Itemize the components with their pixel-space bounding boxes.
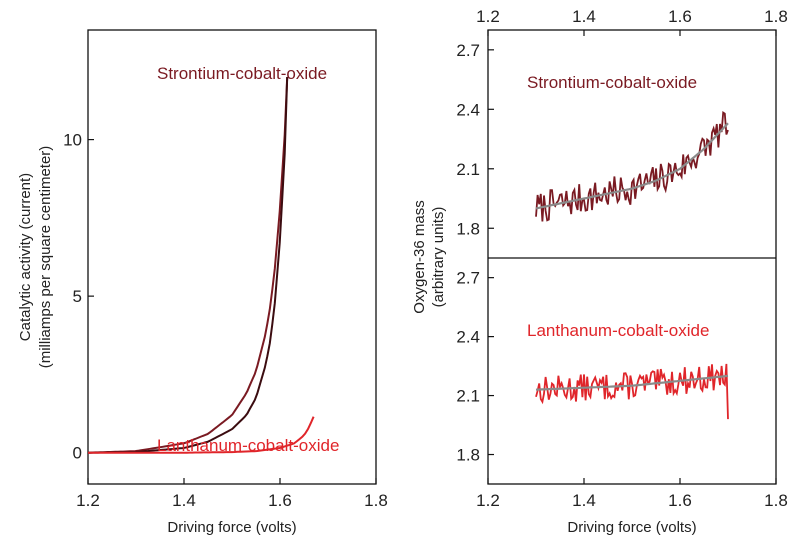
left-x-ticks: 1.2 1.4 1.6 1.8 <box>76 478 388 510</box>
right-top-x-tick-label: 1.6 <box>668 7 692 26</box>
strontium-oxygen-trace <box>535 111 729 222</box>
left-series <box>87 76 315 454</box>
right-top-x-tick-label: 1.2 <box>476 7 500 26</box>
right-chart: 1.2 1.4 1.6 1.8 1.2 1.4 1.6 1.8 1.8 2.1 2.4 2.7 1… <box>411 7 788 536</box>
lanthanum-annotation-left: Lanthanum-cobalt-oxide <box>157 436 339 455</box>
left-x-tick-label: 1.8 <box>364 491 388 510</box>
right-y-tick-label: 2.1 <box>456 160 480 179</box>
lanthanum-curve <box>88 416 315 454</box>
left-plot-frame <box>87 29 377 485</box>
left-y-axis-label-line2: (milliamps per square centimeter) <box>37 146 54 369</box>
strontium-annotation-left: Strontium-cobalt-oxide <box>157 64 327 83</box>
left-y-ticks: 0 5 10 <box>63 131 94 463</box>
right-top-x-tick-label: 1.4 <box>572 7 596 26</box>
right-bottom-x-tick-label: 1.6 <box>668 491 692 510</box>
right-bottom-x-tick-label: 1.8 <box>764 491 788 510</box>
left-x-tick-label: 1.6 <box>268 491 292 510</box>
right-top-panel-y-ticks: 1.8 2.1 2.4 2.7 <box>456 41 494 238</box>
right-y-tick-label: 2.1 <box>456 387 480 406</box>
right-plot-frame <box>487 29 777 485</box>
right-bottom-panel-y-ticks: 1.8 2.1 2.4 2.7 <box>456 269 494 465</box>
left-y-axis-label-line1: Catalytic activity (current) <box>17 173 34 341</box>
left-x-tick-label: 1.2 <box>76 491 100 510</box>
right-y-tick-label: 1.8 <box>456 219 480 238</box>
lanthanum-oxygen-trace <box>535 363 729 420</box>
right-y-tick-label: 2.4 <box>456 328 480 347</box>
right-y-tick-label: 2.7 <box>456 269 480 288</box>
left-y-tick-label: 0 <box>73 444 82 463</box>
right-y-tick-label: 1.8 <box>456 446 480 465</box>
right-bottom-x-tick-label: 1.4 <box>572 491 596 510</box>
left-y-tick-label: 5 <box>73 287 82 306</box>
right-x-axis-label: Driving force (volts) <box>567 519 696 536</box>
right-top-x-tick-label: 1.8 <box>764 7 788 26</box>
right-bottom-x-ticks: 1.2 1.4 1.6 1.8 <box>476 478 788 510</box>
right-y-axis-label-line2: (arbitrary units) <box>430 207 447 308</box>
right-top-x-ticks: 1.2 1.4 1.6 1.8 <box>476 7 788 36</box>
right-y-tick-label: 2.7 <box>456 41 480 60</box>
lanthanum-panel-label: Lanthanum-cobalt-oxide <box>527 321 709 340</box>
strontium-fit-line <box>535 122 729 210</box>
lanthanum-fit-line <box>535 374 729 391</box>
right-series <box>535 111 729 420</box>
right-y-axis-label-line1: Oxygen-36 mass <box>411 200 428 313</box>
left-x-axis-label: Driving force (volts) <box>167 519 296 536</box>
strontium-curve-return <box>88 76 289 454</box>
right-y-tick-label: 2.4 <box>456 100 480 119</box>
right-bottom-x-tick-label: 1.2 <box>476 491 500 510</box>
left-y-tick-label: 10 <box>63 131 82 150</box>
left-x-tick-label: 1.4 <box>172 491 196 510</box>
strontium-panel-label: Strontium-cobalt-oxide <box>527 73 697 92</box>
strontium-curve-forward <box>87 76 289 454</box>
